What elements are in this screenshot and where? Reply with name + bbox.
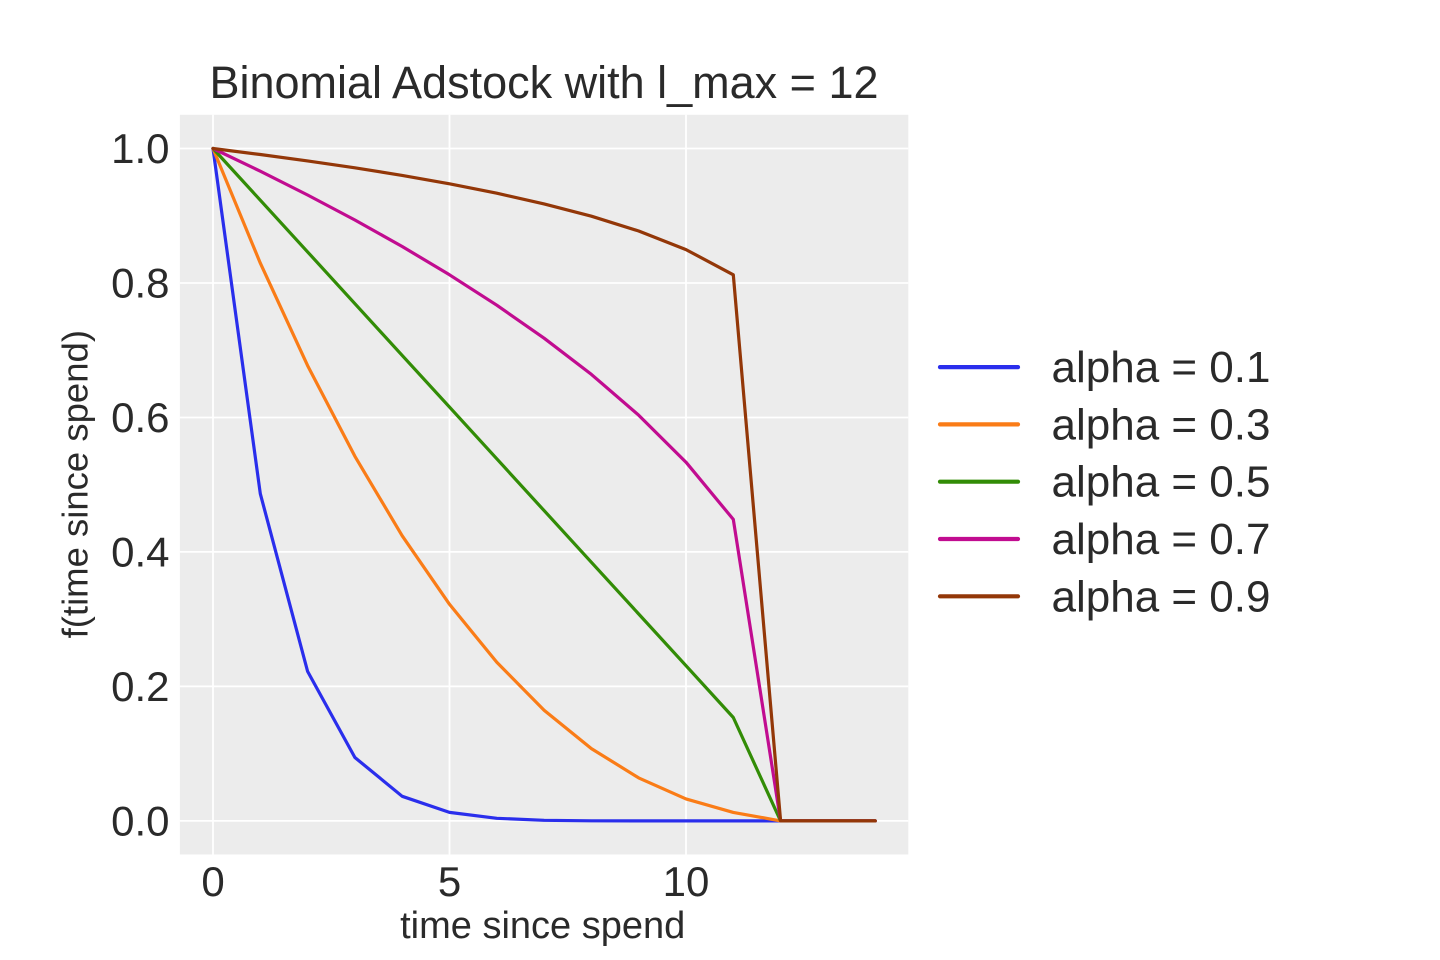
svg-text:0.2: 0.2 xyxy=(111,663,169,710)
svg-text:alpha = 0.7: alpha = 0.7 xyxy=(1052,515,1271,564)
svg-text:0.0: 0.0 xyxy=(111,797,169,844)
svg-text:time since spend: time since spend xyxy=(400,905,685,947)
svg-text:0.6: 0.6 xyxy=(111,394,169,441)
svg-text:f(time since spend): f(time since spend) xyxy=(55,330,96,638)
svg-text:5: 5 xyxy=(438,858,461,905)
svg-text:alpha = 0.1: alpha = 0.1 xyxy=(1052,343,1271,392)
svg-text:1.0: 1.0 xyxy=(111,125,169,172)
svg-text:alpha = 0.3: alpha = 0.3 xyxy=(1052,400,1271,449)
svg-text:alpha = 0.9: alpha = 0.9 xyxy=(1052,572,1271,621)
svg-text:0: 0 xyxy=(201,858,224,905)
svg-text:0.4: 0.4 xyxy=(111,528,169,575)
svg-text:0.8: 0.8 xyxy=(111,259,169,306)
svg-text:Binomial Adstock with l_max =: Binomial Adstock with l_max = 12 xyxy=(209,57,878,108)
svg-text:10: 10 xyxy=(663,858,710,905)
svg-text:alpha = 0.5: alpha = 0.5 xyxy=(1052,458,1271,507)
